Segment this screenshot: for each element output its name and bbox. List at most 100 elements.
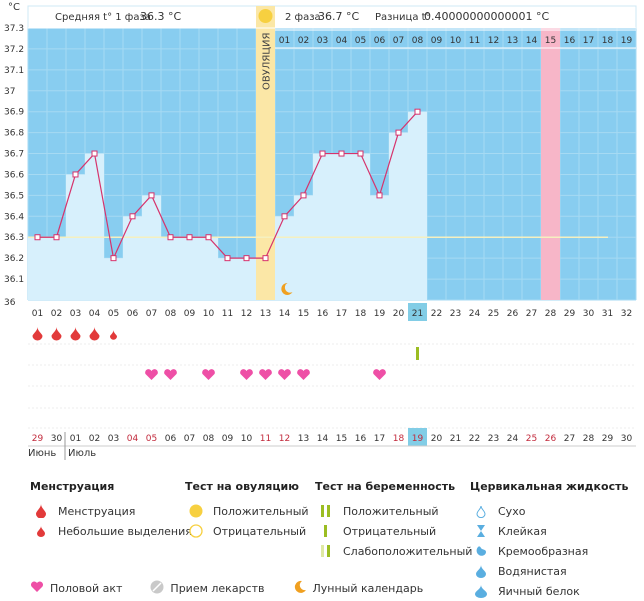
small-drop-icon bbox=[110, 330, 117, 340]
calendar-date-label: 07 bbox=[184, 434, 195, 444]
y-axis-unit: °C bbox=[8, 2, 20, 13]
cycle-day-label: 14 bbox=[279, 309, 291, 319]
sun-filled-icon bbox=[185, 504, 207, 518]
bbt-chart: 37.3 37.2 37.1 37 36.9 36.8 36.7 36.6 36.5 36.4 36… bbox=[4, 2, 637, 460]
legend-menstruation-title: Менструация bbox=[30, 480, 115, 493]
temperature-point bbox=[129, 213, 136, 220]
egg-white-drop-icon bbox=[470, 584, 492, 598]
calendar-date-label: 30 bbox=[51, 434, 63, 444]
heart-icon bbox=[297, 369, 310, 380]
today-date-cell bbox=[408, 428, 427, 446]
test-negative-icon bbox=[315, 525, 337, 537]
temperature-bar bbox=[180, 237, 199, 300]
legend-bottom: Половой акт Прием лекарств Лунный календ… bbox=[30, 580, 445, 597]
cycle-day-label: 20 bbox=[393, 309, 405, 319]
heart-icon bbox=[240, 369, 253, 380]
legend-item-ovulation-positive: Положительный bbox=[185, 501, 309, 521]
y-tick-label: 37.2 bbox=[4, 45, 24, 55]
cycle-day-label: 02 bbox=[51, 309, 62, 319]
calendar-date-label: 01 bbox=[70, 434, 81, 444]
cycle-day-label: 08 bbox=[165, 309, 177, 319]
temperature-point bbox=[376, 192, 383, 199]
temperature-point bbox=[205, 234, 212, 241]
legend-item-creamy: Кремообразная bbox=[470, 541, 628, 561]
menstruation-drop-icon bbox=[32, 327, 43, 341]
temperature-bar bbox=[370, 195, 389, 300]
temperature-bar bbox=[85, 153, 104, 300]
phase2-day-label: 09 bbox=[431, 36, 443, 46]
temperature-bar bbox=[28, 237, 47, 300]
menstruation-drop-icon bbox=[70, 327, 81, 341]
temperature-point bbox=[110, 255, 117, 262]
y-tick-label: 36 bbox=[4, 298, 16, 308]
cycle-day-label: 15 bbox=[298, 309, 309, 319]
cycle-day-label: 29 bbox=[564, 309, 576, 319]
cycle-day-label: 17 bbox=[336, 309, 347, 319]
cycle-day-label: 16 bbox=[317, 309, 329, 319]
cycle-day-label: 01 bbox=[32, 309, 43, 319]
calendar-date-label: 30 bbox=[621, 434, 633, 444]
cycle-day-label: 31 bbox=[602, 309, 613, 319]
y-tick-label: 36.1 bbox=[4, 275, 24, 285]
y-tick-label: 36.6 bbox=[4, 170, 24, 180]
calendar-date-label: 06 bbox=[165, 434, 177, 444]
sun-outline-icon bbox=[185, 524, 207, 538]
temperature-point bbox=[395, 129, 402, 136]
temperature-bar bbox=[218, 258, 237, 300]
water-drop-icon bbox=[470, 564, 492, 578]
temperature-bar bbox=[123, 216, 142, 300]
legend-item-dry: Сухо bbox=[470, 501, 628, 521]
calendar-date-label: 08 bbox=[203, 434, 215, 444]
small-blood-drop-icon bbox=[30, 525, 52, 537]
cycle-day-label: 18 bbox=[355, 309, 367, 319]
phase2-value: 36.7 °C bbox=[318, 10, 359, 23]
phase2-label: 2 фаза bbox=[285, 12, 321, 23]
legend-item-spotting: Небольшие выделения bbox=[30, 521, 192, 541]
temperature-point bbox=[72, 171, 79, 178]
phase2-day-label: 04 bbox=[336, 36, 348, 46]
legend-item-sticky: Клейкая bbox=[470, 521, 628, 541]
phase2-day-label: 06 bbox=[374, 36, 386, 46]
heart-icon bbox=[259, 369, 272, 380]
cycle-day-label: 07 bbox=[146, 309, 157, 319]
calendar-date-label: 27 bbox=[564, 434, 575, 444]
cycle-day-label: 12 bbox=[241, 309, 252, 319]
legend-item-moon: Лунный календарь bbox=[293, 580, 423, 597]
calendar-date-label: 17 bbox=[374, 434, 385, 444]
phase1-value: 36.3 °C bbox=[140, 10, 181, 23]
temperature-point bbox=[414, 108, 421, 115]
temperature-bar bbox=[332, 153, 351, 300]
calendar-date-label: 22 bbox=[469, 434, 480, 444]
menstruation-drop-icon bbox=[89, 327, 100, 341]
calendar-date-label: 10 bbox=[241, 434, 253, 444]
phase2-day-label: 01 bbox=[279, 36, 290, 46]
cycle-day-label: 05 bbox=[108, 309, 119, 319]
legend-item-menstruation: Менструация bbox=[30, 501, 192, 521]
cycle-day-label: 22 bbox=[431, 309, 442, 319]
temperature-bar bbox=[351, 153, 370, 300]
calendar-date-label: 13 bbox=[298, 434, 309, 444]
legend-item-watery: Водянистая bbox=[470, 561, 628, 581]
cycle-day-label: 30 bbox=[583, 309, 595, 319]
test-positive-icon bbox=[315, 505, 337, 517]
calendar-date-label: 24 bbox=[507, 434, 519, 444]
cycle-day-label: 06 bbox=[127, 309, 139, 319]
phase2-day-label: 10 bbox=[450, 36, 462, 46]
temperature-point bbox=[262, 255, 269, 262]
legend-item-intercourse: Половой акт bbox=[30, 581, 122, 596]
heart-icon bbox=[373, 369, 386, 380]
temperature-bar bbox=[47, 237, 66, 300]
phase2-day-label: 16 bbox=[564, 36, 576, 46]
calendar-date-label: 19 bbox=[412, 434, 424, 444]
calendar-date-label: 29 bbox=[602, 434, 614, 444]
phase2-day-label: 07 bbox=[393, 36, 404, 46]
drop-outline-icon bbox=[470, 505, 492, 518]
ovulation-column bbox=[256, 6, 275, 300]
temperature-point bbox=[300, 192, 307, 199]
legend-ovulation-test-title: Тест на овуляцию bbox=[185, 480, 299, 493]
calendar-date-label: 05 bbox=[146, 434, 157, 444]
y-tick-label: 36.2 bbox=[4, 254, 24, 264]
heart-icon bbox=[202, 369, 215, 380]
phase2-day-label: 03 bbox=[317, 36, 328, 46]
legend-item-egg-white: Яичный белок bbox=[470, 581, 628, 601]
